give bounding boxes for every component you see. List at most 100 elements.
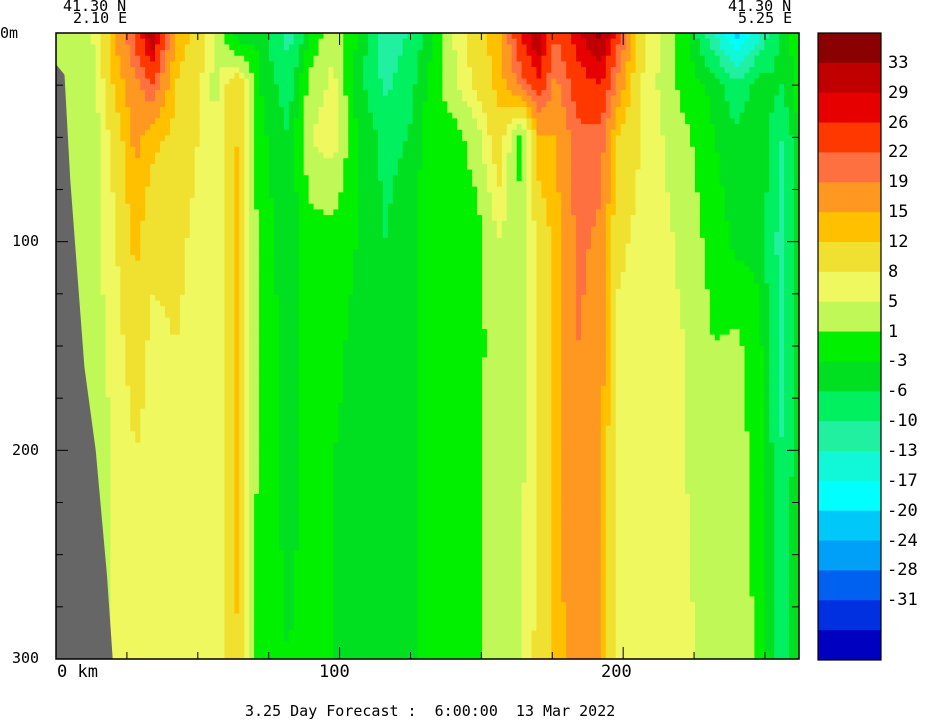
field-cell [189,180,196,188]
field-cell [273,476,280,484]
field-cell [273,106,280,114]
field-cell [125,61,131,68]
field-cell [179,442,186,450]
field-cell [244,585,250,592]
field-cell [110,84,117,91]
field-cell [219,215,226,222]
field-cell [140,397,146,404]
field-cell [254,141,260,148]
field-cell [214,437,221,444]
field-cell [145,505,151,512]
field-cell [120,323,126,330]
field-cell [204,391,211,398]
field-cell [164,585,171,592]
field-cell [140,186,146,193]
field-cell [194,380,201,387]
field-cell [145,579,151,586]
field-cell [244,505,250,512]
field-cell [199,232,206,239]
field-cell [105,579,112,586]
field-cell [229,289,235,296]
field-cell [90,306,97,313]
field-cell [164,260,171,267]
field-cell [70,95,77,102]
field-cell [204,220,211,228]
field-cell [125,522,131,529]
field-cell [249,550,255,558]
field-cell [199,528,206,535]
field-cell [239,573,245,580]
field-cell [115,44,121,51]
field-cell [150,163,156,171]
field-cell [239,545,245,552]
field-cell [278,169,285,176]
field-cell [90,289,97,296]
field-cell [249,283,255,290]
field-cell [135,357,141,364]
field-cell [179,499,186,506]
field-cell [155,545,161,552]
field-cell [85,289,92,296]
field-cell [268,237,275,245]
field-cell [179,476,186,484]
field-cell [234,243,240,250]
field-cell [194,397,201,404]
field-cell [219,346,226,353]
field-cell [194,289,201,296]
field-cell [209,334,216,341]
field-cell [164,340,171,347]
field-cell [224,402,230,410]
field-cell [204,226,211,233]
field-cell [100,175,107,182]
field-cell [155,499,161,506]
field-cell [199,311,206,319]
field-cell [214,636,221,643]
field-cell [249,619,255,626]
field-cell [150,482,156,489]
field-cell [239,528,245,535]
field-cell [70,61,77,68]
field-cell [239,516,245,524]
field-cell [234,249,240,256]
field-cell [80,203,87,211]
field-cell [219,135,226,142]
field-cell [273,175,280,182]
field-cell [234,33,240,40]
field-cell [179,607,186,615]
field-cell [169,334,176,341]
field-cell [209,471,216,478]
field-cell [90,254,97,262]
field-cell [229,368,235,376]
field-cell [125,232,131,239]
field-cell [229,232,235,239]
field-cell [164,419,171,427]
field-cell [214,454,221,461]
field-cell [209,311,216,319]
field-cell [155,72,161,80]
field-cell [135,272,141,279]
field-cell [160,476,166,484]
field-cell [85,112,92,119]
field-cell [130,294,136,302]
field-cell [169,380,176,387]
field-cell [140,579,146,586]
field-cell [135,146,141,154]
field-cell [110,630,117,637]
field-cell [244,334,250,341]
field-cell [125,163,131,171]
field-cell [268,533,275,541]
field-cell [115,209,121,216]
field-cell [150,471,156,478]
field-cell [219,414,226,421]
field-cell [145,180,151,188]
field-cell [145,203,151,211]
field-cell [145,613,151,620]
field-cell [264,260,270,267]
field-cell [234,374,240,381]
field-cell [209,363,216,370]
field-cell [174,175,181,182]
field-cell [219,641,226,649]
field-cell [219,590,226,597]
field-cell [130,311,136,319]
field-cell [204,562,211,569]
